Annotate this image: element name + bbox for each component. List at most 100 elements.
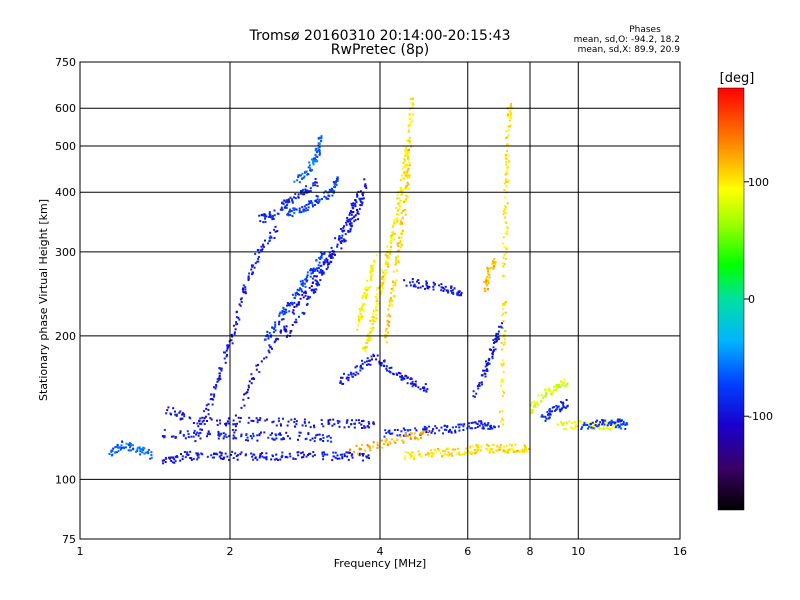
data-point	[409, 281, 411, 284]
data-point	[603, 423, 606, 426]
data-point	[620, 419, 623, 422]
data-point	[209, 398, 212, 401]
data-point	[412, 285, 415, 288]
data-point	[395, 221, 398, 223]
data-point	[138, 446, 141, 449]
data-point	[303, 291, 305, 294]
data-point	[225, 436, 228, 439]
data-point	[295, 305, 298, 308]
data-point	[470, 452, 473, 455]
data-point	[319, 152, 321, 155]
data-point	[599, 422, 601, 425]
data-point	[203, 410, 206, 413]
data-point	[598, 423, 601, 426]
data-point	[501, 348, 504, 351]
data-point	[303, 418, 306, 421]
data-point	[277, 417, 280, 420]
data-point	[558, 408, 561, 411]
data-point	[307, 452, 310, 455]
data-point	[316, 149, 319, 152]
data-point	[261, 452, 264, 455]
data-point	[407, 168, 410, 171]
data-point	[332, 418, 335, 421]
data-point	[398, 236, 401, 239]
data-point	[285, 311, 288, 314]
data-point	[483, 287, 486, 290]
data-point	[199, 417, 202, 420]
data-point	[304, 285, 307, 288]
data-point	[300, 456, 303, 459]
data-point	[322, 440, 325, 442]
data-point	[382, 278, 385, 281]
data-point	[399, 372, 402, 375]
data-point	[542, 415, 545, 418]
data-point	[505, 248, 508, 251]
data-point	[317, 202, 320, 204]
data-point	[351, 375, 354, 378]
data-point	[312, 267, 315, 270]
data-point	[398, 208, 401, 211]
data-point	[305, 170, 308, 173]
data-point	[557, 385, 560, 388]
data-point	[505, 251, 508, 254]
data-point	[324, 453, 326, 456]
data-point	[472, 444, 475, 447]
data-point	[573, 421, 576, 423]
data-point	[302, 208, 305, 211]
data-point	[562, 424, 565, 426]
data-point	[389, 239, 392, 242]
data-point	[380, 364, 383, 367]
data-point	[335, 183, 338, 186]
data-point	[232, 324, 235, 327]
data-point	[263, 456, 266, 459]
data-point	[498, 410, 501, 413]
data-point	[502, 327, 505, 330]
data-point	[486, 268, 489, 271]
data-point	[271, 216, 274, 219]
data-point	[590, 426, 593, 429]
data-point	[477, 448, 480, 451]
data-point	[298, 207, 301, 210]
data-point	[550, 390, 553, 393]
data-point	[369, 269, 372, 272]
data-point	[300, 452, 303, 455]
data-point	[407, 183, 410, 186]
x-tick-label: 10	[571, 545, 585, 558]
data-point	[404, 147, 407, 149]
data-point	[384, 253, 387, 256]
data-point	[361, 303, 364, 306]
x-tick-label: 6	[464, 545, 471, 558]
data-point	[251, 273, 254, 276]
data-point	[305, 280, 308, 283]
data-point	[560, 408, 563, 411]
data-point	[331, 188, 333, 191]
data-point	[378, 302, 381, 305]
data-point	[349, 371, 352, 374]
data-point	[271, 437, 274, 440]
data-point	[174, 436, 177, 439]
data-point	[357, 452, 359, 455]
data-point	[411, 103, 414, 106]
data-point	[294, 193, 297, 195]
data-point	[393, 295, 396, 298]
data-point	[170, 413, 172, 416]
x-tick-label: 16	[673, 545, 687, 558]
data-point	[554, 385, 557, 388]
data-point	[616, 418, 619, 421]
data-point	[252, 453, 255, 456]
data-point	[310, 289, 313, 292]
data-point	[311, 201, 313, 204]
data-point	[409, 140, 412, 143]
data-point	[385, 341, 388, 344]
data-point	[434, 283, 436, 286]
data-point	[171, 461, 174, 464]
data-point	[305, 278, 308, 281]
data-point	[181, 417, 184, 420]
data-point	[548, 387, 551, 390]
data-point	[398, 203, 401, 206]
data-point	[392, 230, 395, 233]
data-point	[530, 401, 533, 404]
data-point	[317, 137, 320, 139]
data-point	[235, 321, 238, 324]
data-point	[311, 269, 314, 272]
